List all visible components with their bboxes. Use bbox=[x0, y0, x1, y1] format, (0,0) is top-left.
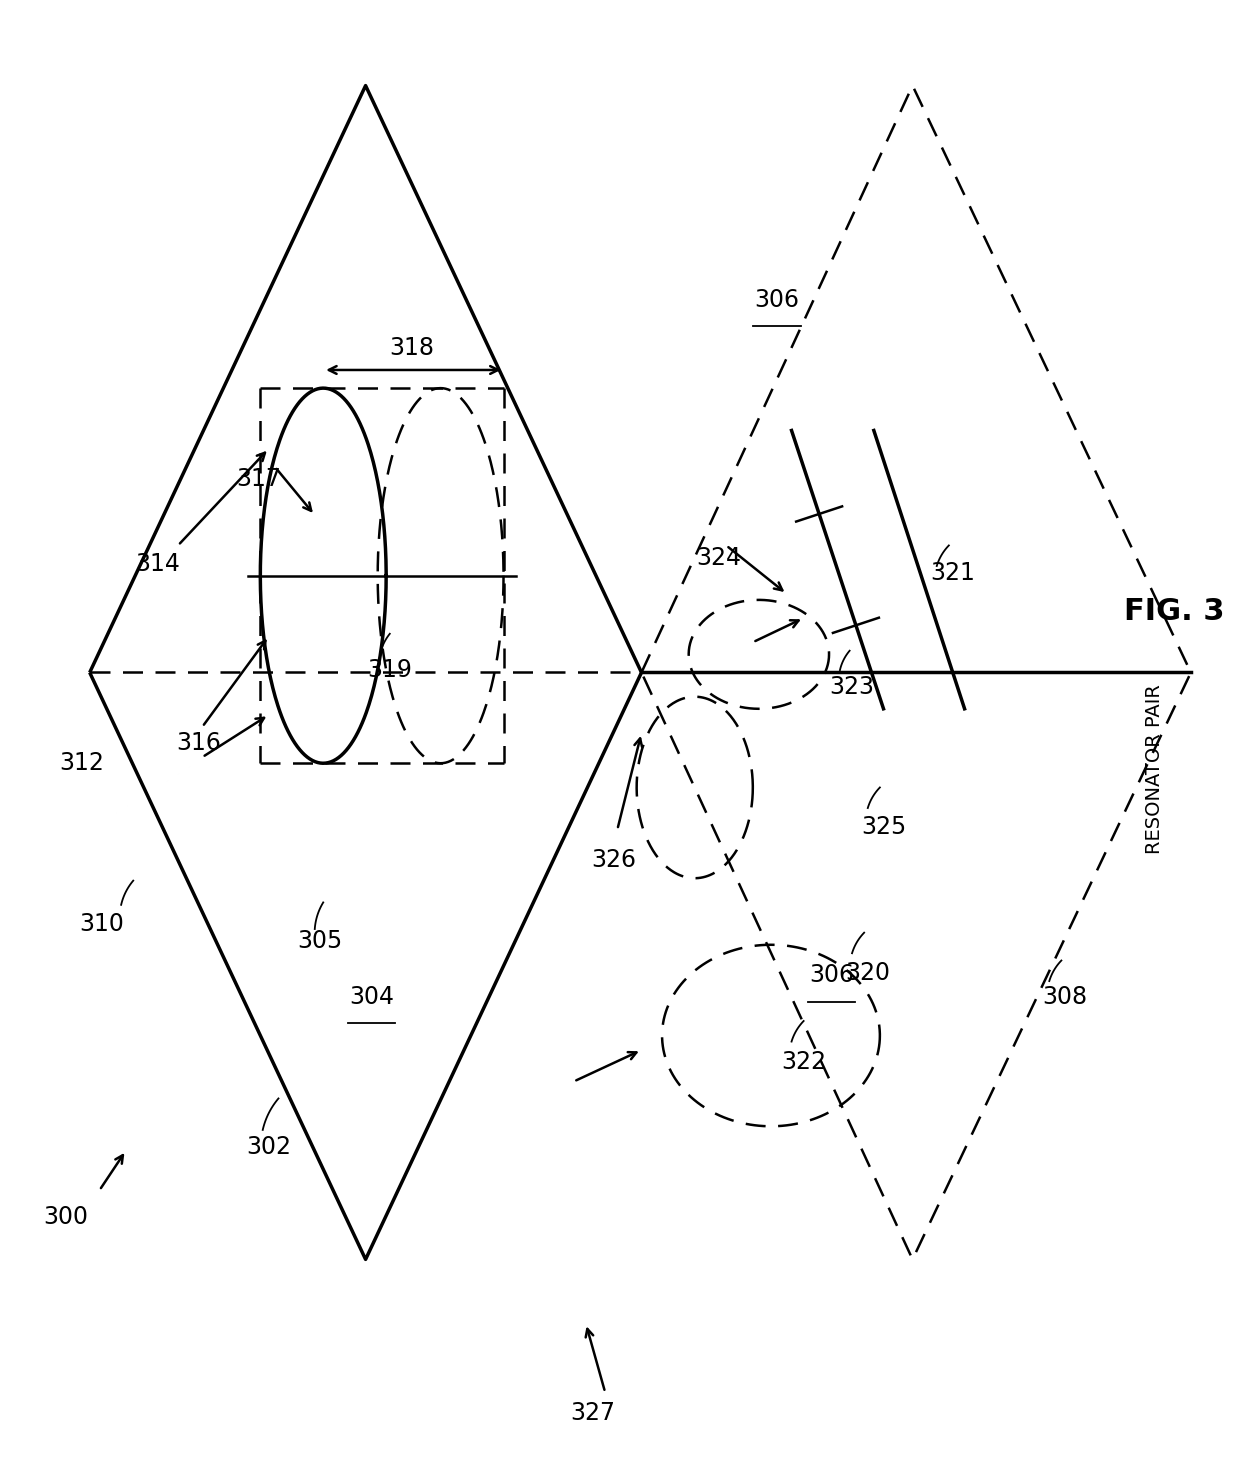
Text: 318: 318 bbox=[389, 336, 434, 361]
Text: FIG. 3: FIG. 3 bbox=[1123, 598, 1224, 626]
Text: 326: 326 bbox=[591, 847, 636, 872]
Text: 306: 306 bbox=[808, 963, 854, 987]
Text: 325: 325 bbox=[861, 815, 906, 840]
Text: 323: 323 bbox=[830, 674, 874, 699]
Text: 322: 322 bbox=[781, 1050, 826, 1075]
Text: 321: 321 bbox=[930, 561, 975, 585]
Text: 317: 317 bbox=[237, 466, 281, 491]
Text: 308: 308 bbox=[1043, 985, 1087, 1009]
Text: 305: 305 bbox=[298, 929, 342, 953]
Text: 306: 306 bbox=[754, 287, 800, 312]
Text: 324: 324 bbox=[697, 545, 742, 569]
Text: 316: 316 bbox=[176, 730, 221, 755]
Text: 314: 314 bbox=[135, 551, 180, 576]
Text: 310: 310 bbox=[79, 912, 124, 937]
Text: 319: 319 bbox=[367, 658, 412, 682]
Text: 300: 300 bbox=[43, 1205, 88, 1229]
Text: 304: 304 bbox=[350, 985, 394, 1009]
Text: 312: 312 bbox=[58, 751, 104, 776]
Text: RESONATOR PAIR: RESONATOR PAIR bbox=[1145, 685, 1164, 855]
Text: 320: 320 bbox=[846, 960, 890, 985]
Text: 327: 327 bbox=[570, 1401, 615, 1425]
Text: 302: 302 bbox=[247, 1135, 291, 1158]
